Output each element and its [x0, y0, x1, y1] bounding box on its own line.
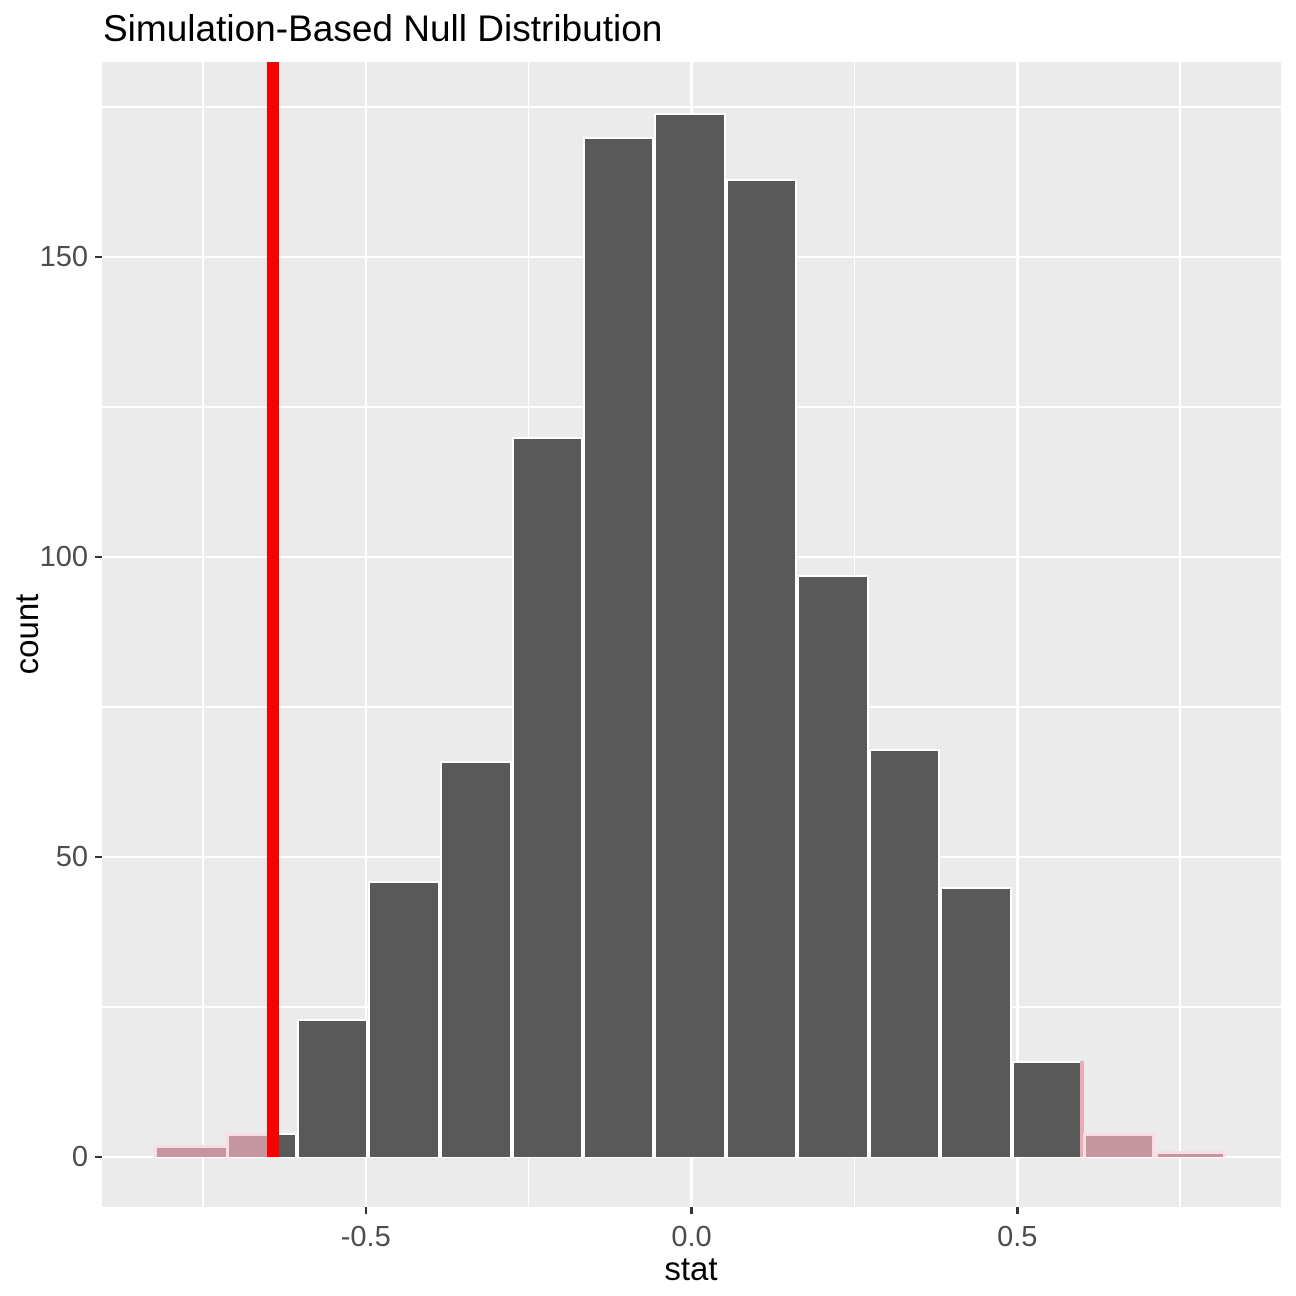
minor-gridline-vertical [202, 62, 204, 1207]
p-value-shade-region [1154, 1151, 1226, 1157]
x-axis-tick [364, 1207, 367, 1214]
y-tick-label: 100 [39, 541, 88, 573]
histogram-bar [654, 113, 727, 1157]
plot-title: Simulation-Based Null Distribution [103, 8, 663, 49]
y-tick-label: 150 [39, 241, 88, 273]
histogram-bar [440, 761, 512, 1157]
x-tick-label: -0.5 [340, 1221, 391, 1253]
histogram-bar [368, 881, 440, 1157]
x-axis-tick [1016, 1207, 1019, 1214]
y-axis-tick [95, 1155, 102, 1159]
histogram-bar [582, 137, 655, 1157]
histogram-bar [868, 749, 941, 1157]
p-value-shade-sliver [1080, 1061, 1084, 1157]
y-axis-tick [95, 855, 102, 859]
y-axis-tick [95, 255, 102, 259]
x-axis-title: stat [664, 1250, 718, 1287]
minor-gridline-vertical [1179, 62, 1181, 1207]
histogram-bar [1012, 1061, 1084, 1157]
histogram-bar [726, 179, 798, 1157]
x-tick-label: 0.0 [671, 1221, 712, 1253]
x-tick-label: 0.5 [997, 1221, 1038, 1253]
x-axis-tick [690, 1207, 693, 1214]
histogram-bar [511, 437, 583, 1157]
p-value-shade-region [1083, 1133, 1155, 1157]
y-tick-label: 50 [55, 841, 88, 873]
major-gridline-vertical [1016, 62, 1019, 1207]
histogram-bar [940, 887, 1013, 1157]
y-axis-title: count [8, 593, 45, 675]
major-gridline-horizontal [102, 1155, 1281, 1159]
p-value-shade-region [225, 1133, 274, 1157]
p-value-shade-region [154, 1145, 226, 1157]
y-tick-label: 0 [71, 1141, 88, 1173]
major-gridline-vertical [364, 62, 367, 1207]
histogram-bar [297, 1019, 369, 1157]
observed-stat-line [267, 62, 280, 1157]
y-axis-tick [95, 555, 102, 559]
histogram-bar [797, 575, 869, 1157]
